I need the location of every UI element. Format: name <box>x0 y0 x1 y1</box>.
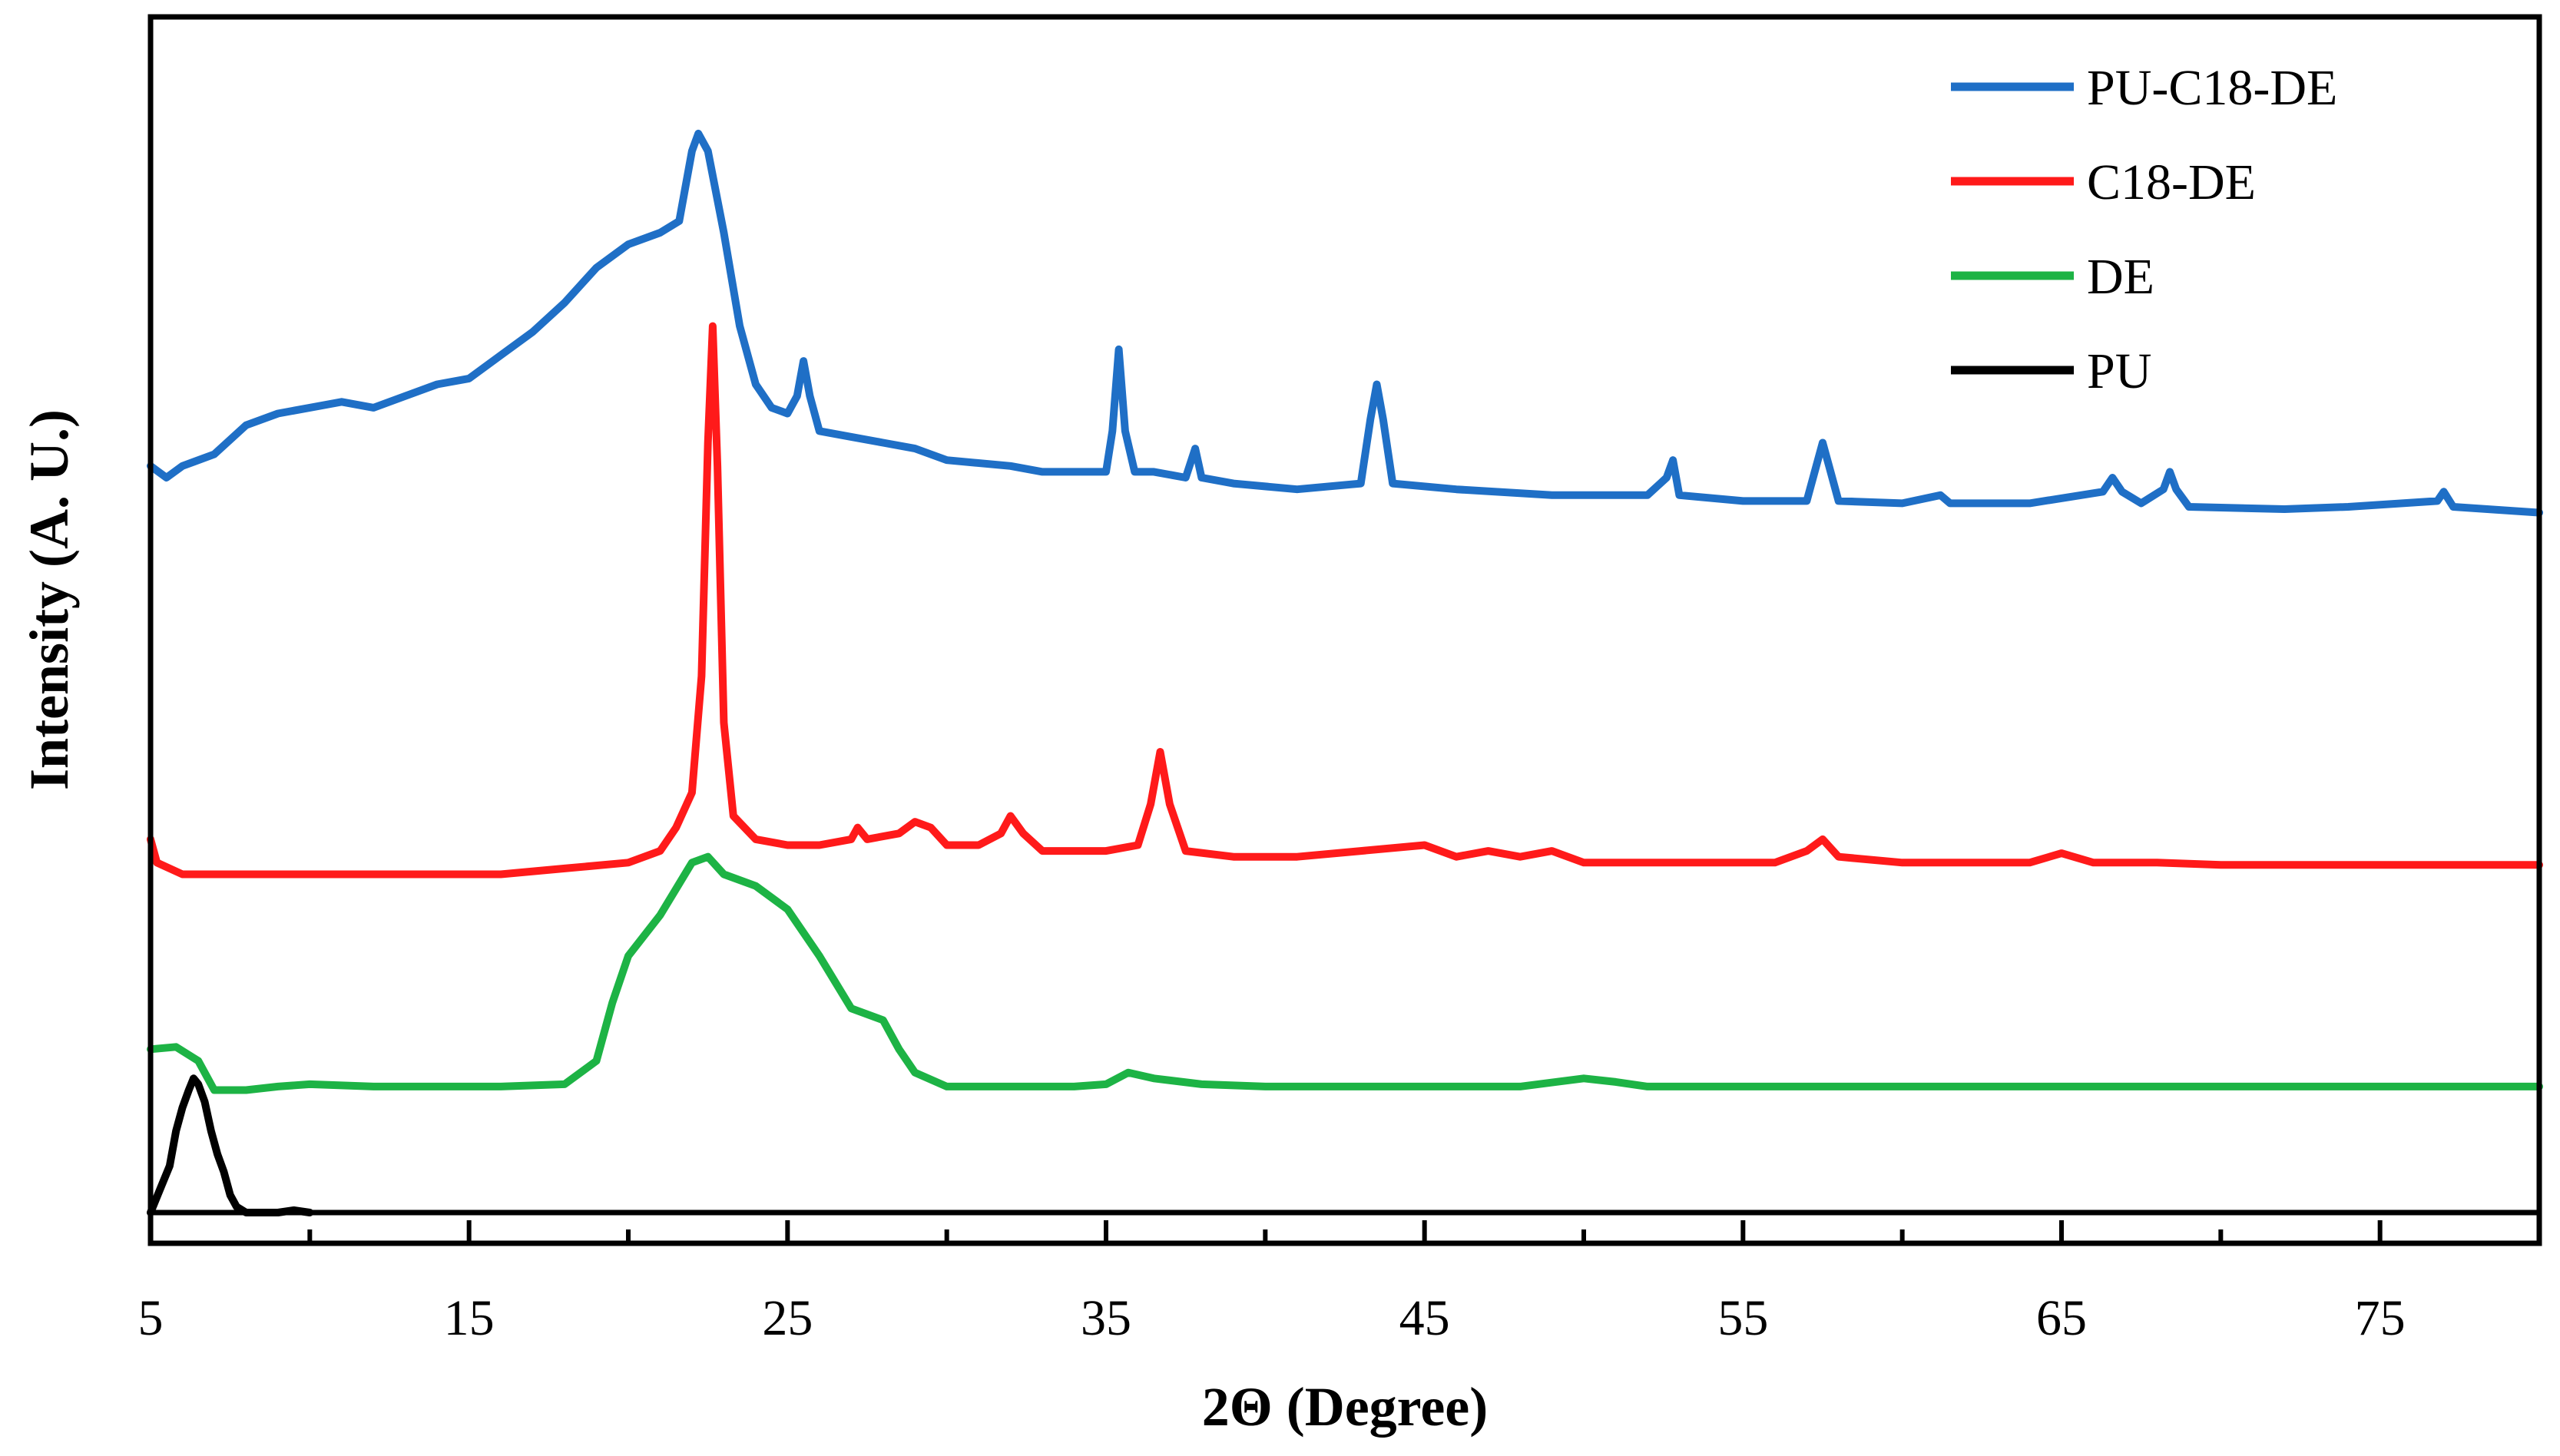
x-axis-title: 2Θ (Degree) <box>1202 1376 1488 1438</box>
x-tick-label-55: 55 <box>1717 1290 1768 1346</box>
series-line-de <box>147 852 2543 1094</box>
x-axis-ticks: 5 15 25 35 45 55 65 75 <box>138 1220 2542 1346</box>
y-axis-title: Intensity (A. U.) <box>18 409 80 790</box>
x-tick-label-45: 45 <box>1399 1290 1450 1346</box>
legend-label-pu-c18-de: PU-C18-DE <box>2087 60 2337 116</box>
legend-label-c18-de: C18-DE <box>2087 154 2256 210</box>
series-line-pu <box>147 1074 314 1216</box>
series-line-c18-de <box>147 322 2543 879</box>
x-tick-label-15: 15 <box>444 1290 495 1346</box>
x-tick-label-25: 25 <box>762 1290 813 1346</box>
legend-label-pu: PU <box>2087 343 2151 399</box>
series-line-pu-c18-de <box>147 129 2543 517</box>
x-tick-label-35: 35 <box>1081 1290 1131 1346</box>
series-layer <box>147 129 2543 1216</box>
legend: PU-C18-DE C18-DE DE PU <box>1951 60 2337 399</box>
legend-label-de: DE <box>2087 249 2154 305</box>
x-tick-label-5: 5 <box>138 1290 164 1346</box>
plot-area-frame <box>147 14 2542 1246</box>
x-tick-label-75: 75 <box>2355 1290 2406 1346</box>
x-tick-label-65: 65 <box>2036 1290 2087 1346</box>
